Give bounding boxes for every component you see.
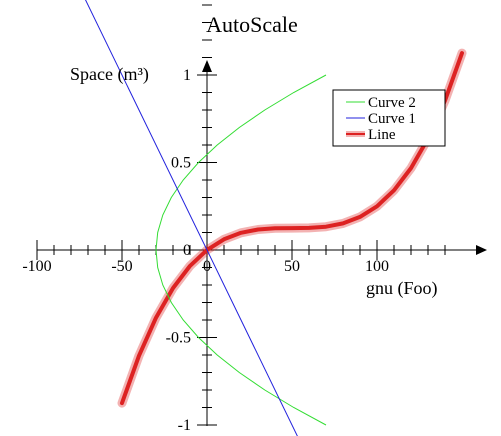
legend-item-line: Line: [346, 127, 396, 143]
chart-title: AutoScale: [206, 12, 298, 37]
curve-2-line: [155, 74, 327, 426]
y-axis-title: Space (m³): [70, 64, 149, 85]
legend-label: Curve 1: [368, 111, 416, 127]
y-tick-label: 0.5: [171, 155, 191, 172]
legend-label: Curve 2: [368, 95, 416, 111]
y-tick-label: -1: [178, 417, 191, 434]
y-axis-arrowhead: [202, 60, 212, 72]
x-axis-title: gnu (Foo): [366, 278, 438, 299]
x-tick-label: 0: [203, 258, 211, 275]
curve-1-line: [85, 0, 298, 436]
y-tick-label: -0.5: [166, 330, 191, 347]
legend-label: Line: [368, 127, 396, 143]
x-tick-label: 50: [284, 258, 300, 275]
cubic-line: [120, 51, 464, 406]
x-tick-label: 100: [365, 258, 389, 275]
x-tick-label: -100: [22, 258, 51, 275]
legend-item-curve-1: Curve 1: [346, 111, 416, 127]
y-tick-label: 0: [183, 242, 191, 259]
y-tick-label: 1: [183, 67, 191, 84]
plot-area: [85, 0, 467, 436]
legend-item-curve-2: Curve 2: [346, 95, 416, 111]
x-axis-arrowhead: [476, 245, 487, 255]
x-tick-label: -50: [111, 258, 132, 275]
